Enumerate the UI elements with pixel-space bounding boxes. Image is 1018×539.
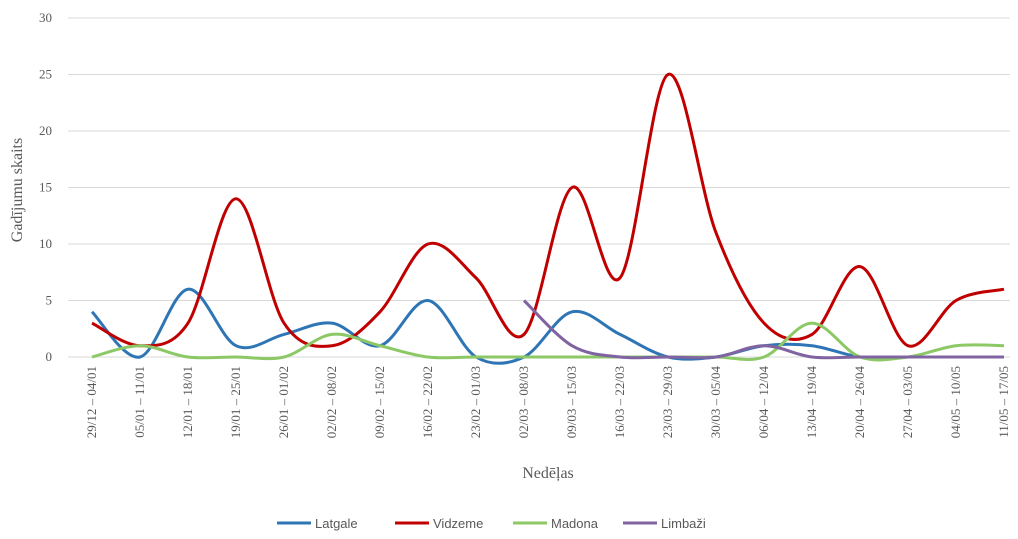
y-tick-label: 0 — [46, 349, 53, 364]
x-tick-label: 16/03 – 22/03 — [612, 366, 627, 438]
legend-label: Madona — [551, 516, 599, 531]
series-line — [91, 321, 1005, 362]
x-tick-label: 04/05 – 10/05 — [948, 366, 963, 438]
legend-label: Limbaži — [661, 516, 706, 531]
y-tick-label: 10 — [39, 236, 52, 251]
x-tick-label: 09/02 – 15/02 — [372, 366, 387, 438]
legend-label: Latgale — [315, 516, 358, 531]
x-tick-label: 02/03 – 08/03 — [516, 366, 531, 438]
x-tick-label: 27/04 – 03/05 — [900, 366, 915, 438]
x-tick-label: 02/02 – 08/02 — [324, 366, 339, 438]
y-tick-label: 5 — [46, 293, 53, 308]
x-tick-label: 23/02 – 01/03 — [468, 366, 483, 438]
x-tick-label: 06/04 – 12/04 — [756, 366, 771, 439]
x-tick-label: 11/05 – 17/05 — [996, 366, 1011, 438]
series-line — [91, 72, 1005, 348]
y-axis-title: Gadījumu skaits — [9, 138, 26, 242]
x-tick-label: 23/03 – 29/03 — [660, 366, 675, 438]
x-tick-label: 26/01 – 01/02 — [276, 366, 291, 438]
x-tick-label: 09/03 – 15/03 — [564, 366, 579, 438]
x-tick-label: 05/01 – 11/01 — [132, 366, 147, 438]
x-tick-label: 19/01 – 25/01 — [228, 366, 243, 438]
legend-label: Vidzeme — [433, 516, 483, 531]
x-tick-label: 16/02 – 22/02 — [420, 366, 435, 438]
series-line — [522, 299, 1004, 360]
x-tick-label: 13/04 – 19/04 — [804, 366, 819, 439]
x-tick-label: 29/12 – 04/01 — [84, 366, 99, 438]
y-tick-label: 15 — [39, 180, 52, 195]
x-tick-label: 30/03 – 05/04 — [708, 366, 723, 439]
x-axis-title: Nedēļas — [522, 465, 574, 482]
series-line — [90, 287, 1004, 365]
y-tick-label: 25 — [39, 67, 52, 82]
x-tick-label: 20/04 – 26/04 — [852, 366, 867, 439]
y-tick-label: 30 — [39, 10, 52, 25]
y-tick-label: 20 — [39, 123, 52, 138]
x-tick-label: 12/01 – 18/01 — [180, 366, 195, 438]
